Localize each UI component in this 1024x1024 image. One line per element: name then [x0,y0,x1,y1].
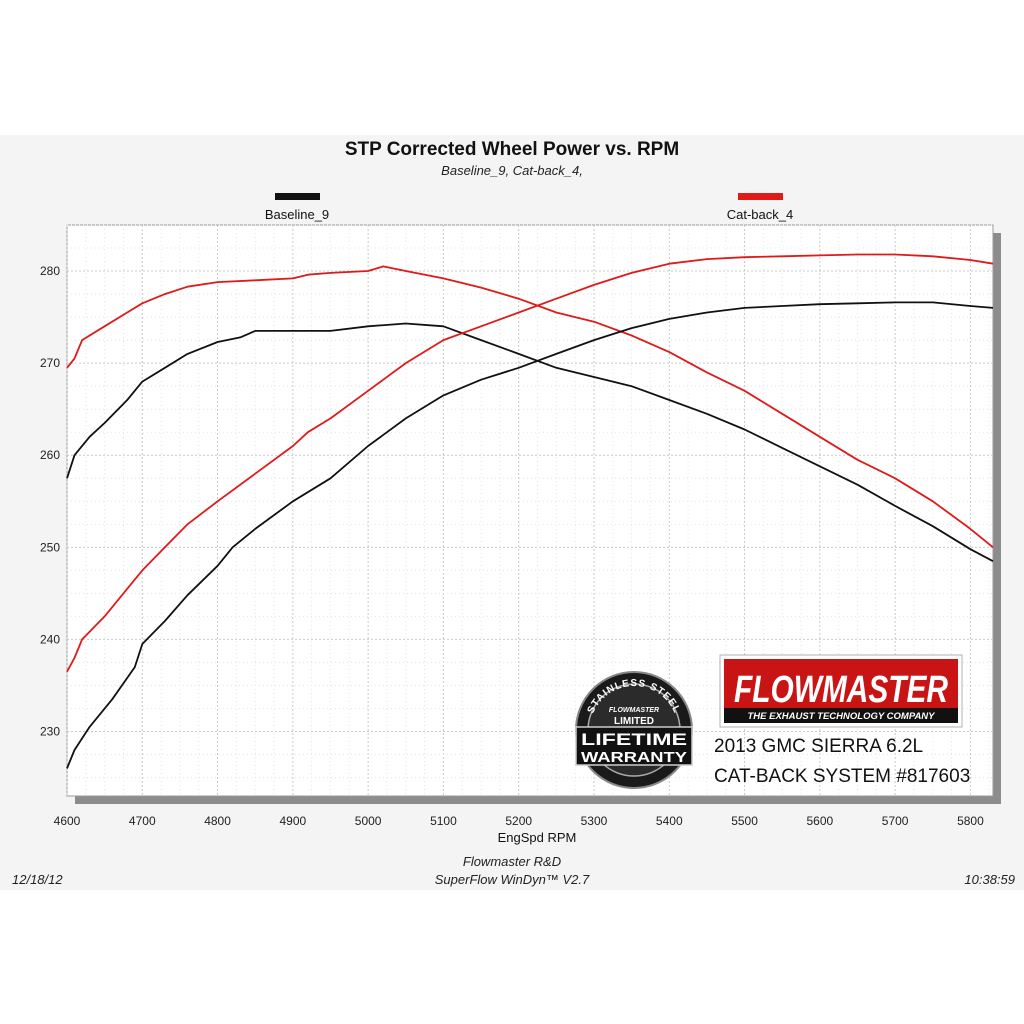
axis-ticks: 4600 4700 4800 4900 5000 5100 5200 5300 5400 5500… [40,264,984,828]
x-tick-label: 4700 [129,814,156,828]
y-tick-label: 230 [40,725,60,739]
chart-subtitle: Baseline_9, Cat-back_4, [441,163,583,178]
flowmaster-logo: FLOWMASTER THE EXHAUST TECHNOLOGY COMPAN… [719,654,963,728]
legend-swatch-baseline [275,193,320,200]
y-tick-label: 270 [40,356,60,370]
badge-lifetime: LIFETIME [581,730,687,749]
plot-shadow-right [993,233,1001,799]
footer-lab: Flowmaster R&D [463,854,561,869]
footer-date: 12/18/12 [12,872,63,887]
legend-label-catback: Cat-back_4 [727,207,793,222]
legend-label-baseline: Baseline_9 [265,207,329,222]
y-tick-label: 250 [40,540,60,554]
footer-time: 10:38:59 [964,872,1015,887]
badge-warranty: WARRANTY [581,749,687,766]
footer-software: SuperFlow WinDyn™ V2.7 [435,872,590,887]
badge-limited: LIMITED [614,716,654,727]
x-tick-label: 4800 [204,814,231,828]
series-line-cat-back-4-torque [66,253,994,673]
lifetime-warranty-badge: STAINLESS STEEL FLOWMASTER LIMITED LIFET… [575,671,693,789]
y-tick-label: 240 [40,632,60,646]
x-tick-label: 5500 [731,814,758,828]
x-tick-label: 5600 [806,814,833,828]
y-tick-label: 260 [40,448,60,462]
series-line-baseline-9-power [66,322,994,562]
x-tick-label: 5000 [355,814,382,828]
plot-shadow-bottom [75,796,1001,804]
x-tick-label: 5100 [430,814,457,828]
series-line-cat-back-4-power [66,265,994,548]
logo-tagline: THE EXHAUST TECHNOLOGY COMPANY [747,711,936,722]
chart-title: STP Corrected Wheel Power vs. RPM [345,139,679,160]
x-tick-label: 4900 [280,814,307,828]
x-tick-label: 5800 [957,814,984,828]
x-tick-label: 5300 [581,814,608,828]
series-line-baseline-9-torque [66,301,994,769]
x-tick-label: 5400 [656,814,683,828]
logo-wordmark: FLOWMASTER [734,669,948,711]
product-line-2: CAT-BACK SYSTEM #817603 [714,766,970,787]
y-tick-label: 280 [40,264,60,278]
x-axis-label: EngSpd RPM [498,830,577,845]
x-tick-label: 5700 [882,814,909,828]
product-line-1: 2013 GMC SIERRA 6.2L [714,736,923,757]
grid [66,224,993,796]
x-tick-label: 5200 [505,814,532,828]
badge-brand: FLOWMASTER [609,707,659,714]
x-tick-label: 4600 [54,814,81,828]
legend-swatch-catback [738,193,783,200]
series [66,253,994,769]
